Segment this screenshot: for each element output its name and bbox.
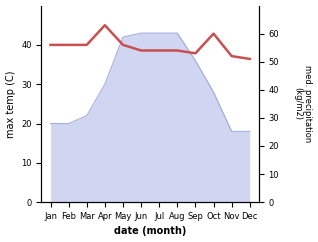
X-axis label: date (month): date (month) bbox=[114, 227, 186, 236]
Y-axis label: max temp (C): max temp (C) bbox=[5, 70, 16, 138]
Y-axis label: med. precipitation
(kg/m2): med. precipitation (kg/m2) bbox=[293, 65, 313, 143]
